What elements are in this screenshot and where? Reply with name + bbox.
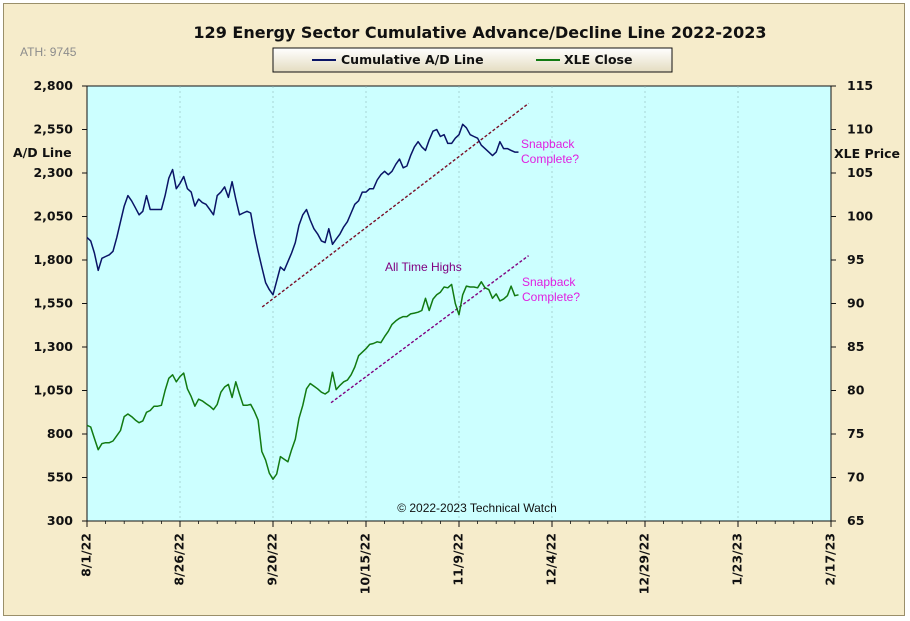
right-tick-label: 110 xyxy=(847,122,873,137)
left-tick-label: 2,050 xyxy=(33,209,73,224)
annotation-xle-line-2: Complete? xyxy=(522,290,580,304)
annotation-all-time-highs: All Time Highs xyxy=(385,260,462,274)
left-tick-label: 1,800 xyxy=(33,252,73,267)
ath-label: ATH: 9745 xyxy=(20,45,77,59)
left-tick-label: 1,050 xyxy=(33,383,73,398)
x-tick-label: 12/29/22 xyxy=(637,533,652,594)
right-axis-title: XLE Price xyxy=(834,146,900,161)
legend: Cumulative A/D Line XLE Close xyxy=(272,47,673,73)
left-tick-label: 2,800 xyxy=(33,78,73,93)
right-axis: 65 70 75 80 85 90 95 100 105 110 115 xyxy=(831,78,873,528)
legend-label-xle: XLE Close xyxy=(564,52,632,67)
left-axis-title: A/D Line xyxy=(13,145,72,160)
right-tick-label: 90 xyxy=(847,296,865,311)
left-tick-label: 1,550 xyxy=(33,296,73,311)
x-tick-label: 12/4/22 xyxy=(544,533,559,586)
left-tick-label: 2,300 xyxy=(33,165,73,180)
x-tick-label: 8/26/22 xyxy=(172,533,187,586)
copyright: © 2022-2023 Technical Watch xyxy=(397,501,557,515)
chart-title: 129 Energy Sector Cumulative Advance/Dec… xyxy=(193,23,766,42)
series-layer xyxy=(86,123,519,480)
left-tick-label: 2,550 xyxy=(33,122,73,137)
right-tick-label: 115 xyxy=(847,78,873,93)
x-tick-label: 2/17/23 xyxy=(823,533,838,586)
right-tick-label: 105 xyxy=(847,165,873,180)
right-tick-label: 70 xyxy=(847,470,865,485)
x-tick-label: 10/15/22 xyxy=(358,533,373,594)
right-tick-label: 95 xyxy=(847,252,864,267)
x-axis: 8/1/22 8/26/22 9/20/22 10/15/22 11/9/22 12/4/… xyxy=(79,521,838,594)
ad-support-trendline xyxy=(261,102,529,308)
x-tick-label: 1/23/23 xyxy=(730,533,745,586)
left-tick-label: 800 xyxy=(47,426,73,441)
plot-area xyxy=(86,85,832,522)
left-tick-label: 550 xyxy=(47,470,73,485)
right-tick-label: 100 xyxy=(847,209,873,224)
legend-label-ad: Cumulative A/D Line xyxy=(341,52,484,67)
x-tick-label: 8/1/22 xyxy=(79,533,94,577)
right-tick-label: 65 xyxy=(847,513,864,528)
annotation-ath-line-1: All Time Highs xyxy=(385,260,462,274)
annotation-ad-line-1: Snapback xyxy=(521,137,575,151)
series-line-ad xyxy=(86,123,519,296)
right-tick-label: 80 xyxy=(847,383,865,398)
annotation-ad-line-2: Complete? xyxy=(521,152,579,166)
left-tick-label: 1,300 xyxy=(33,339,73,354)
annotation-xle-snapback: Snapback Complete? xyxy=(522,275,580,304)
left-tick-label: 300 xyxy=(47,513,73,528)
right-tick-label: 85 xyxy=(847,339,864,354)
left-axis: 300 550 800 1,050 1,300 1,550 1,800 2,050 2,300 2… xyxy=(33,78,87,528)
x-tick-label: 11/9/22 xyxy=(451,533,466,586)
legend-box xyxy=(272,47,673,73)
annotation-xle-line-1: Snapback xyxy=(522,275,576,289)
x-tick-label: 9/20/22 xyxy=(265,533,280,586)
right-tick-label: 75 xyxy=(847,426,864,441)
annotation-ad-snapback: Snapback Complete? xyxy=(521,137,579,166)
xle-support-trendline xyxy=(330,255,529,404)
trendlines xyxy=(261,102,529,404)
series-line-xle xyxy=(86,281,519,480)
